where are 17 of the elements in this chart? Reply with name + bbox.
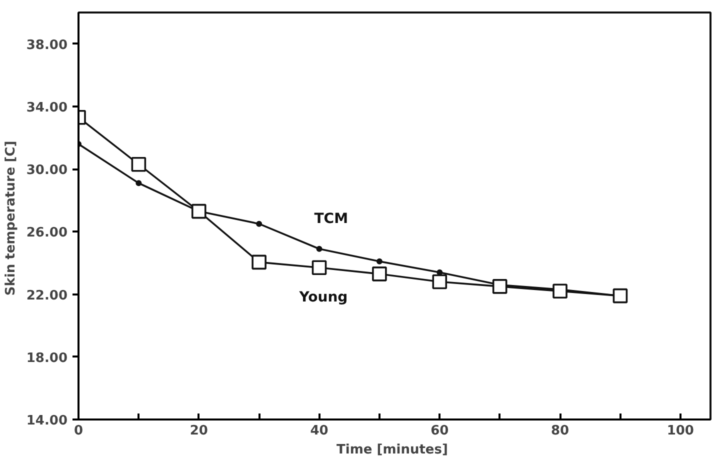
x-tick-label: 0: [74, 424, 84, 438]
x-axis-title: Time [minutes]: [336, 442, 448, 458]
y-tick-label: 26.00: [26, 226, 68, 241]
x-tick-label: 100: [666, 424, 694, 438]
series-label: Young: [298, 290, 348, 306]
y-tick-label: 18.00: [26, 350, 68, 366]
x-tick-label: 80: [550, 424, 570, 438]
y-tick-label: 38.00: [26, 38, 68, 53]
x-tick-label: 40: [310, 424, 328, 438]
y-tick-label: 22.00: [26, 288, 68, 304]
y-axis-title: Skin temperature [C]: [3, 140, 18, 296]
y-tick-label: 34.00: [26, 100, 68, 116]
x-tick-label: 60: [430, 424, 449, 438]
series-label: TCM: [314, 210, 348, 227]
y-tick-label: 14.00: [26, 414, 68, 428]
y-tick-label: 30.00: [26, 163, 68, 178]
x-tick-label: 20: [190, 424, 208, 438]
